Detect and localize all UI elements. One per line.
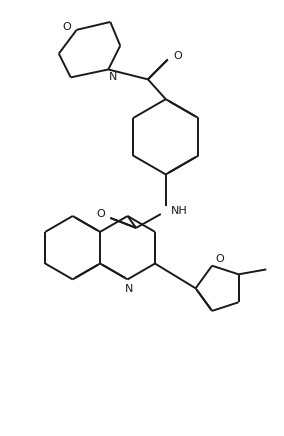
Text: NH: NH [171,206,188,216]
Text: O: O [62,22,71,32]
Text: N: N [109,72,118,82]
Text: N: N [125,284,134,294]
Text: O: O [173,51,182,61]
Text: O: O [96,209,105,219]
Text: O: O [216,254,224,264]
